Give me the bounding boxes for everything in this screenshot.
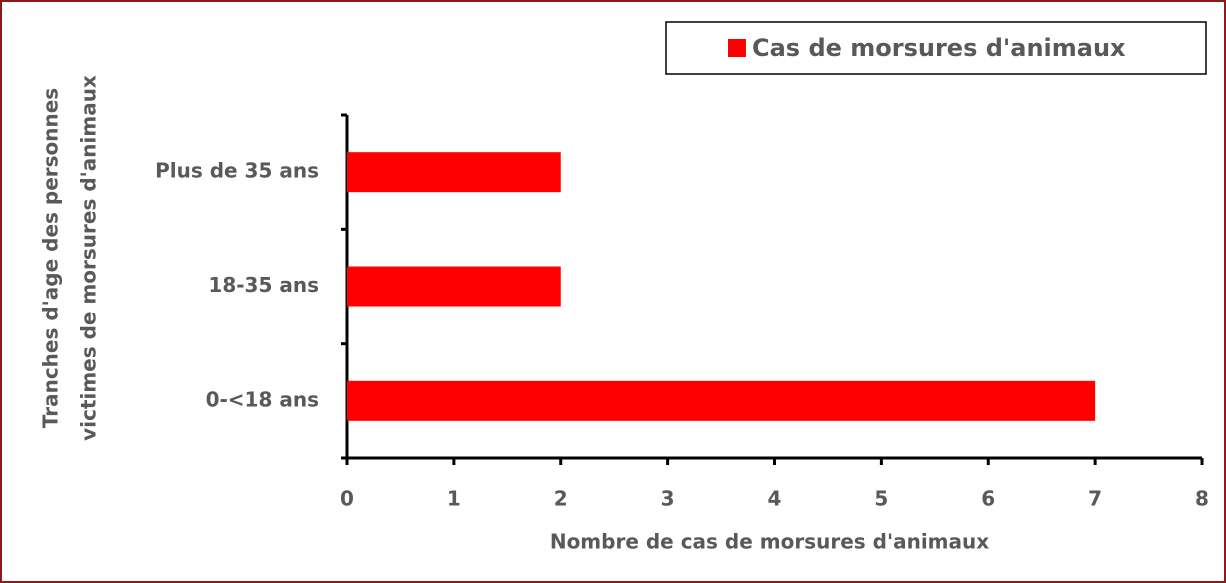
- x-tick-label: 3: [661, 487, 675, 511]
- y-tick-label: 18-35 ans: [208, 273, 319, 297]
- x-tick-label: 8: [1195, 487, 1209, 511]
- bar: [347, 266, 561, 307]
- bar: [347, 380, 1096, 421]
- legend-swatch: [728, 39, 746, 57]
- x-tick-label: 0: [340, 487, 354, 511]
- x-tick-label: 1: [447, 487, 461, 511]
- legend-label: Cas de morsures d'animaux: [752, 34, 1126, 62]
- x-tick-label: 5: [874, 487, 888, 511]
- x-axis-label: Nombre de cas de morsures d'animaux: [550, 530, 989, 554]
- x-tick-label: 4: [768, 487, 782, 511]
- y-axis-label: victimes de morsures d'animaux: [77, 75, 101, 441]
- x-tick-label: 2: [554, 487, 568, 511]
- y-tick-label: Plus de 35 ans: [155, 159, 319, 183]
- bar: [347, 152, 561, 193]
- y-axis-label: Tranches d'age des personnes: [39, 88, 63, 428]
- legend-box: [665, 21, 1207, 75]
- x-tick-label: 6: [981, 487, 995, 511]
- y-tick-label: 0-<18 ans: [206, 387, 319, 411]
- x-tick-label: 7: [1088, 487, 1102, 511]
